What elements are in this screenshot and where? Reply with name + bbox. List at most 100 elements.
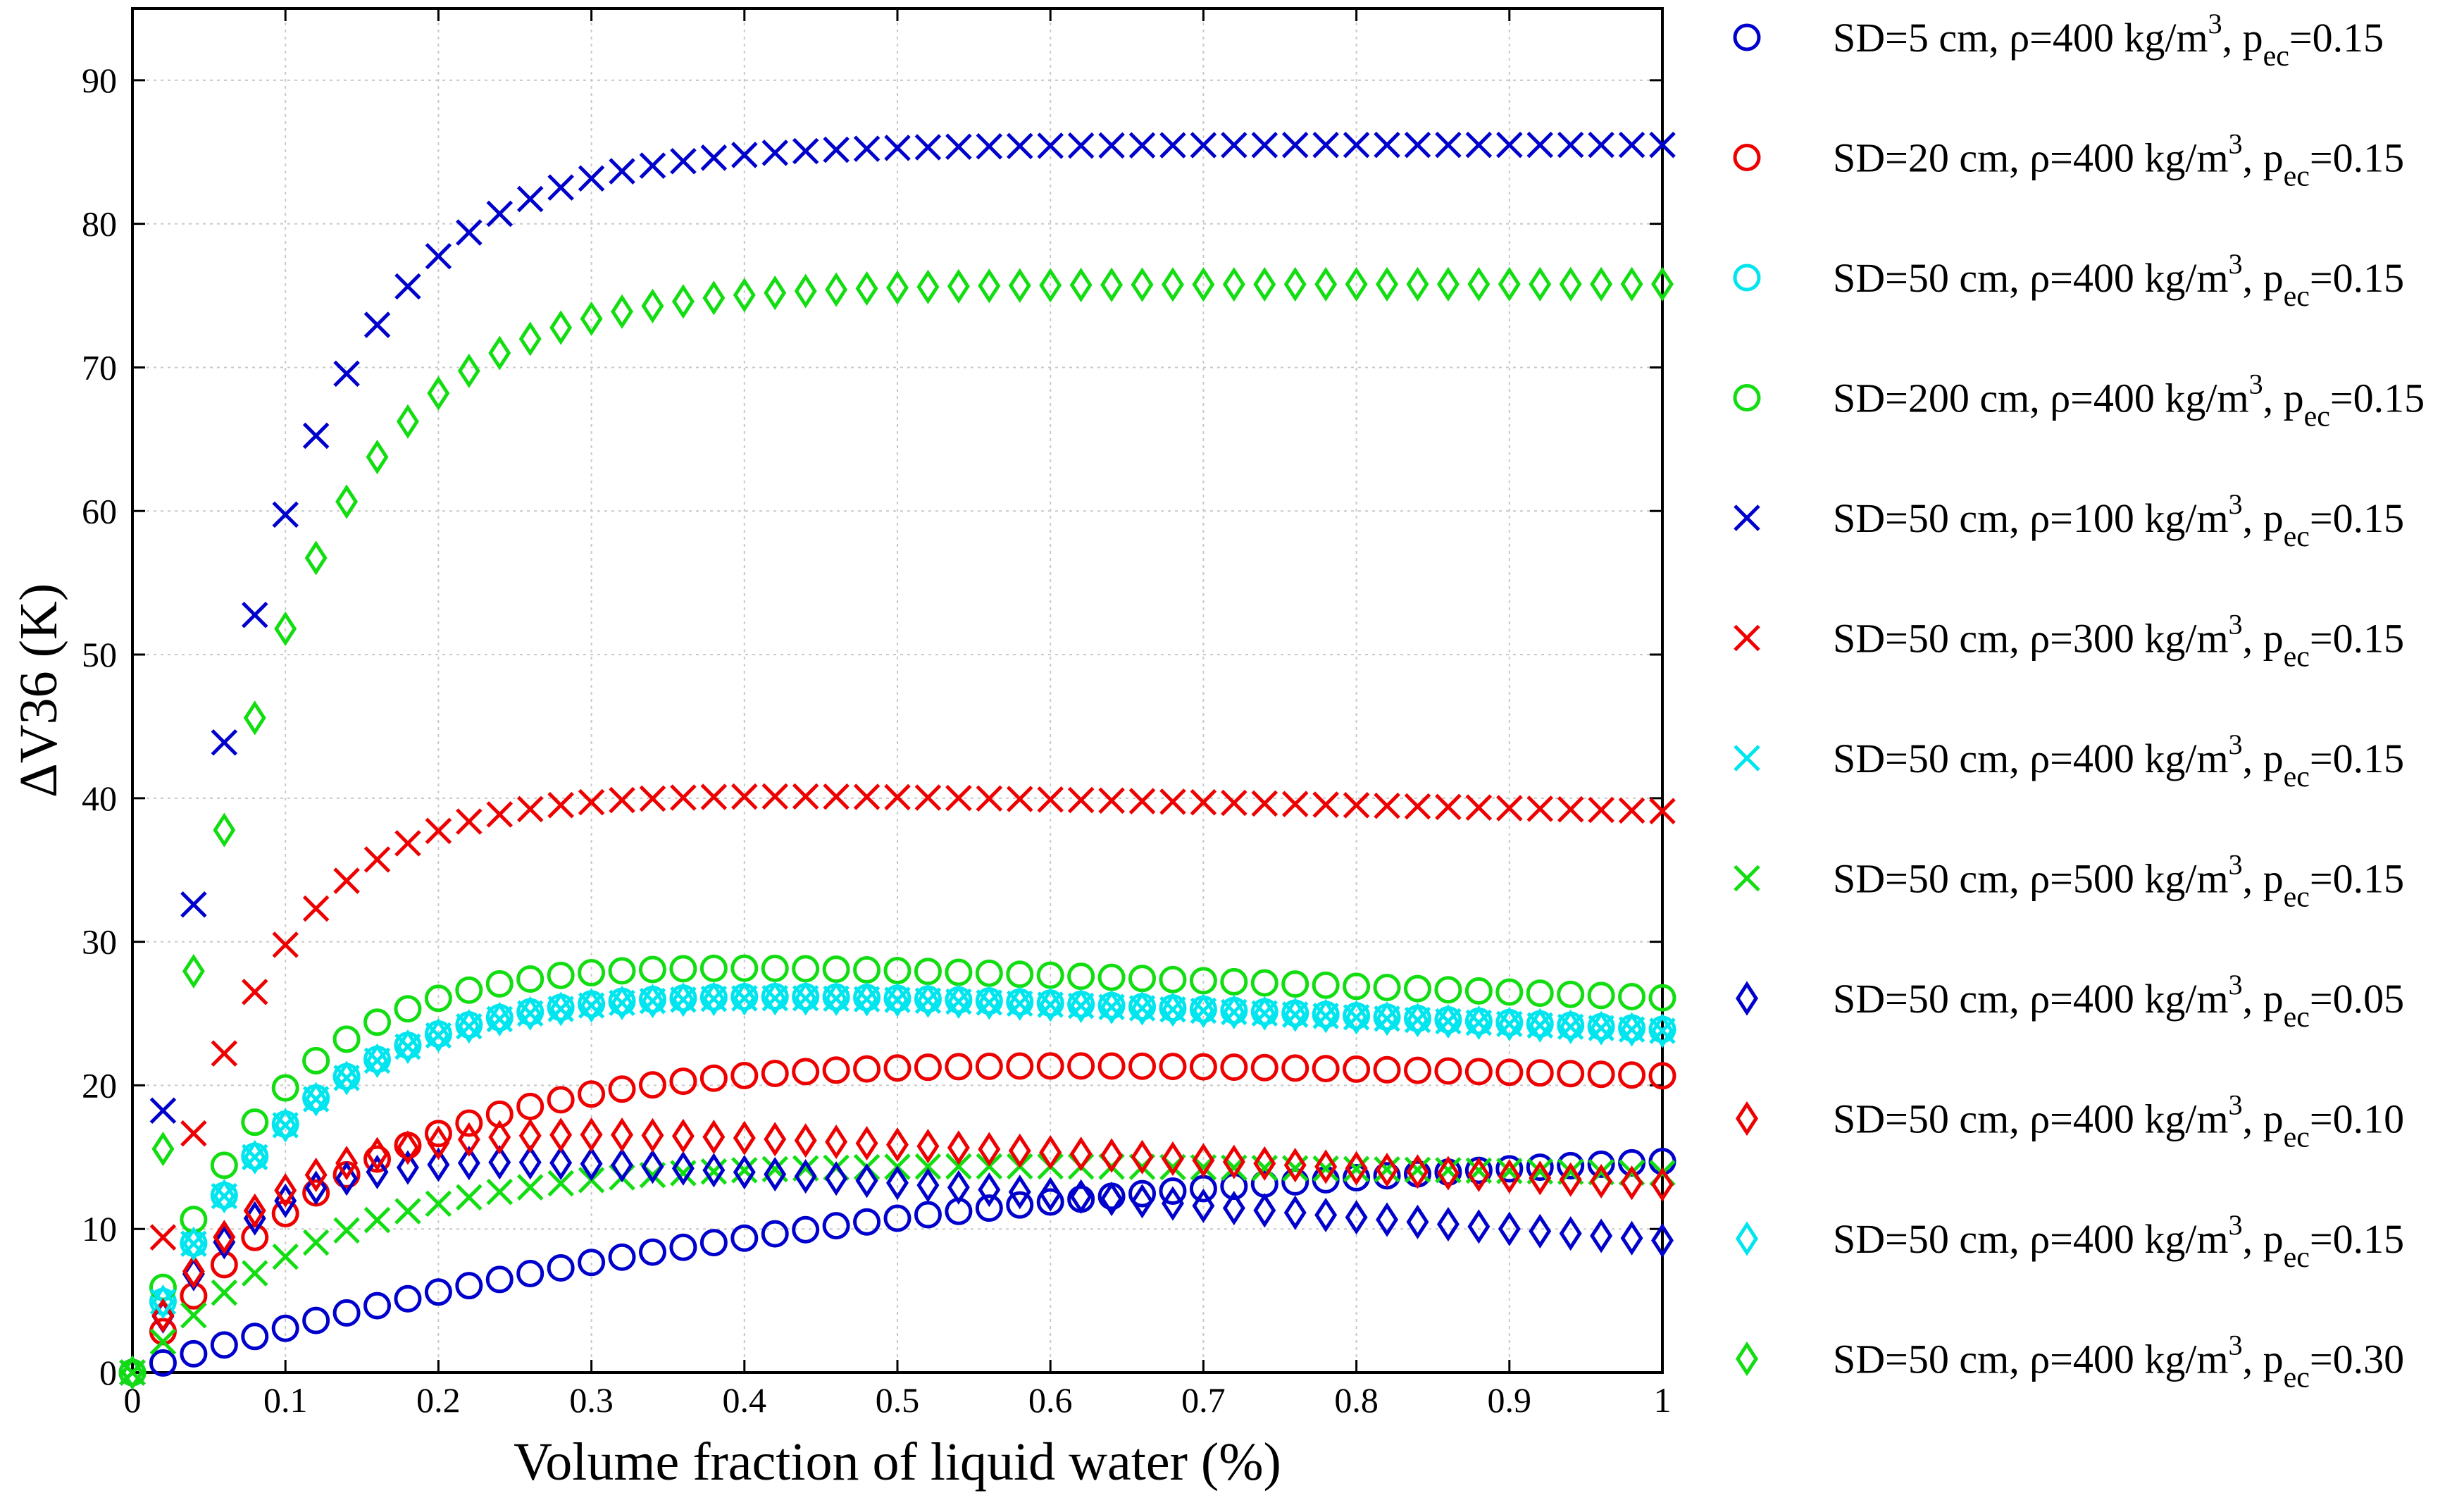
data-point <box>425 242 452 270</box>
data-point <box>363 1047 391 1074</box>
data-point <box>518 996 542 1031</box>
data-point <box>366 1137 389 1172</box>
data-point <box>1161 267 1184 302</box>
data-point <box>366 1154 389 1189</box>
data-point <box>1008 268 1031 303</box>
data-point <box>1343 131 1370 159</box>
data-point <box>1314 266 1338 302</box>
data-point <box>700 144 728 171</box>
data-point <box>1039 1177 1062 1212</box>
data-point <box>978 985 1001 1020</box>
data-point <box>1557 1013 1584 1040</box>
data-point <box>699 1064 728 1092</box>
data-point <box>488 1001 511 1036</box>
data-point <box>1039 987 1062 1022</box>
legend-item: SD=50 cm, ρ=300 kg/m3, pec=0.15 <box>1734 609 2404 674</box>
data-point <box>1159 1177 1187 1205</box>
data-point <box>976 785 1003 812</box>
data-point <box>823 783 850 810</box>
data-point <box>363 1008 392 1036</box>
data-point <box>1618 131 1645 159</box>
data-point <box>608 1243 636 1271</box>
data-point <box>1343 1055 1371 1083</box>
data-point <box>1588 796 1614 824</box>
data-point <box>1651 266 1674 302</box>
data-point <box>335 484 359 519</box>
data-point <box>455 976 483 1004</box>
data-point <box>1651 1013 1674 1048</box>
legend: SD=5 cm, ρ=400 kg/m3, pec=0.15 SD=20 cm, … <box>1733 8 2425 1394</box>
data-point <box>274 611 297 646</box>
data-point <box>1651 1222 1674 1258</box>
data-point <box>1618 1061 1646 1089</box>
data-point <box>792 1058 820 1086</box>
data-point <box>853 986 881 1012</box>
data-point <box>823 136 850 163</box>
data-point <box>182 1253 205 1289</box>
data-point <box>1588 1015 1614 1041</box>
data-point <box>1526 979 1554 1008</box>
data-point <box>638 1071 666 1099</box>
data-point <box>485 1265 514 1294</box>
data-point <box>731 985 758 1012</box>
data-point <box>1161 1141 1184 1177</box>
data-point <box>700 784 728 810</box>
data-point <box>213 812 236 848</box>
legend-label: SD=50 cm, ρ=400 kg/m3, pec=0.05 <box>1833 969 2404 1034</box>
series-8 <box>119 1153 1676 1386</box>
data-point <box>1498 1159 1521 1194</box>
data-point <box>855 271 878 306</box>
data-point <box>457 353 480 388</box>
data-point <box>272 1243 299 1270</box>
data-point <box>1465 1009 1493 1036</box>
data-point <box>976 989 1003 1016</box>
data-point <box>1436 1206 1460 1242</box>
data-point <box>241 1108 269 1137</box>
data-point <box>822 1212 850 1240</box>
y-tick-label: 70 <box>82 347 117 387</box>
data-point <box>823 985 850 1012</box>
data-point <box>1435 793 1462 821</box>
data-point <box>274 1172 297 1208</box>
data-point <box>1006 786 1033 812</box>
data-point <box>1069 1179 1093 1214</box>
data-point <box>1590 1010 1613 1046</box>
legend-item: SD=200 cm, ρ=400 kg/m3, pec=0.15 <box>1733 368 2425 433</box>
data-point <box>363 1292 392 1320</box>
data-point <box>1190 132 1217 159</box>
data-point <box>886 1127 909 1163</box>
data-point <box>302 1229 330 1256</box>
data-point <box>1526 131 1554 159</box>
data-point <box>578 165 605 192</box>
legend-label: SD=50 cm, ρ=400 kg/m3, pec=0.10 <box>1833 1089 2404 1154</box>
data-point <box>764 275 787 311</box>
data-point <box>794 1158 817 1194</box>
data-point <box>1345 1200 1368 1235</box>
y-tick-label: 50 <box>82 635 117 674</box>
data-point <box>1587 981 1615 1010</box>
data-point <box>1345 1000 1368 1035</box>
data-point <box>945 1153 972 1180</box>
data-point <box>1283 1195 1307 1230</box>
data-point <box>580 988 603 1023</box>
data-point <box>733 278 756 313</box>
data-point <box>1590 1163 1613 1199</box>
data-point <box>914 1053 942 1082</box>
data-point <box>947 268 970 304</box>
data-point <box>1403 974 1431 1003</box>
data-point <box>975 1194 1003 1222</box>
legend-marker <box>1733 144 1761 171</box>
data-point <box>1098 993 1125 1021</box>
data-point <box>456 1012 483 1040</box>
data-point <box>1590 266 1613 302</box>
data-point <box>1403 1056 1431 1084</box>
data-point <box>733 1155 756 1190</box>
data-point <box>947 984 970 1020</box>
legend-marker <box>1733 264 1761 292</box>
data-point <box>794 981 817 1016</box>
data-point <box>272 501 299 528</box>
data-point <box>671 284 695 319</box>
data-point <box>427 376 450 411</box>
legend-marker <box>1736 1221 1758 1256</box>
data-point <box>1467 1157 1491 1192</box>
